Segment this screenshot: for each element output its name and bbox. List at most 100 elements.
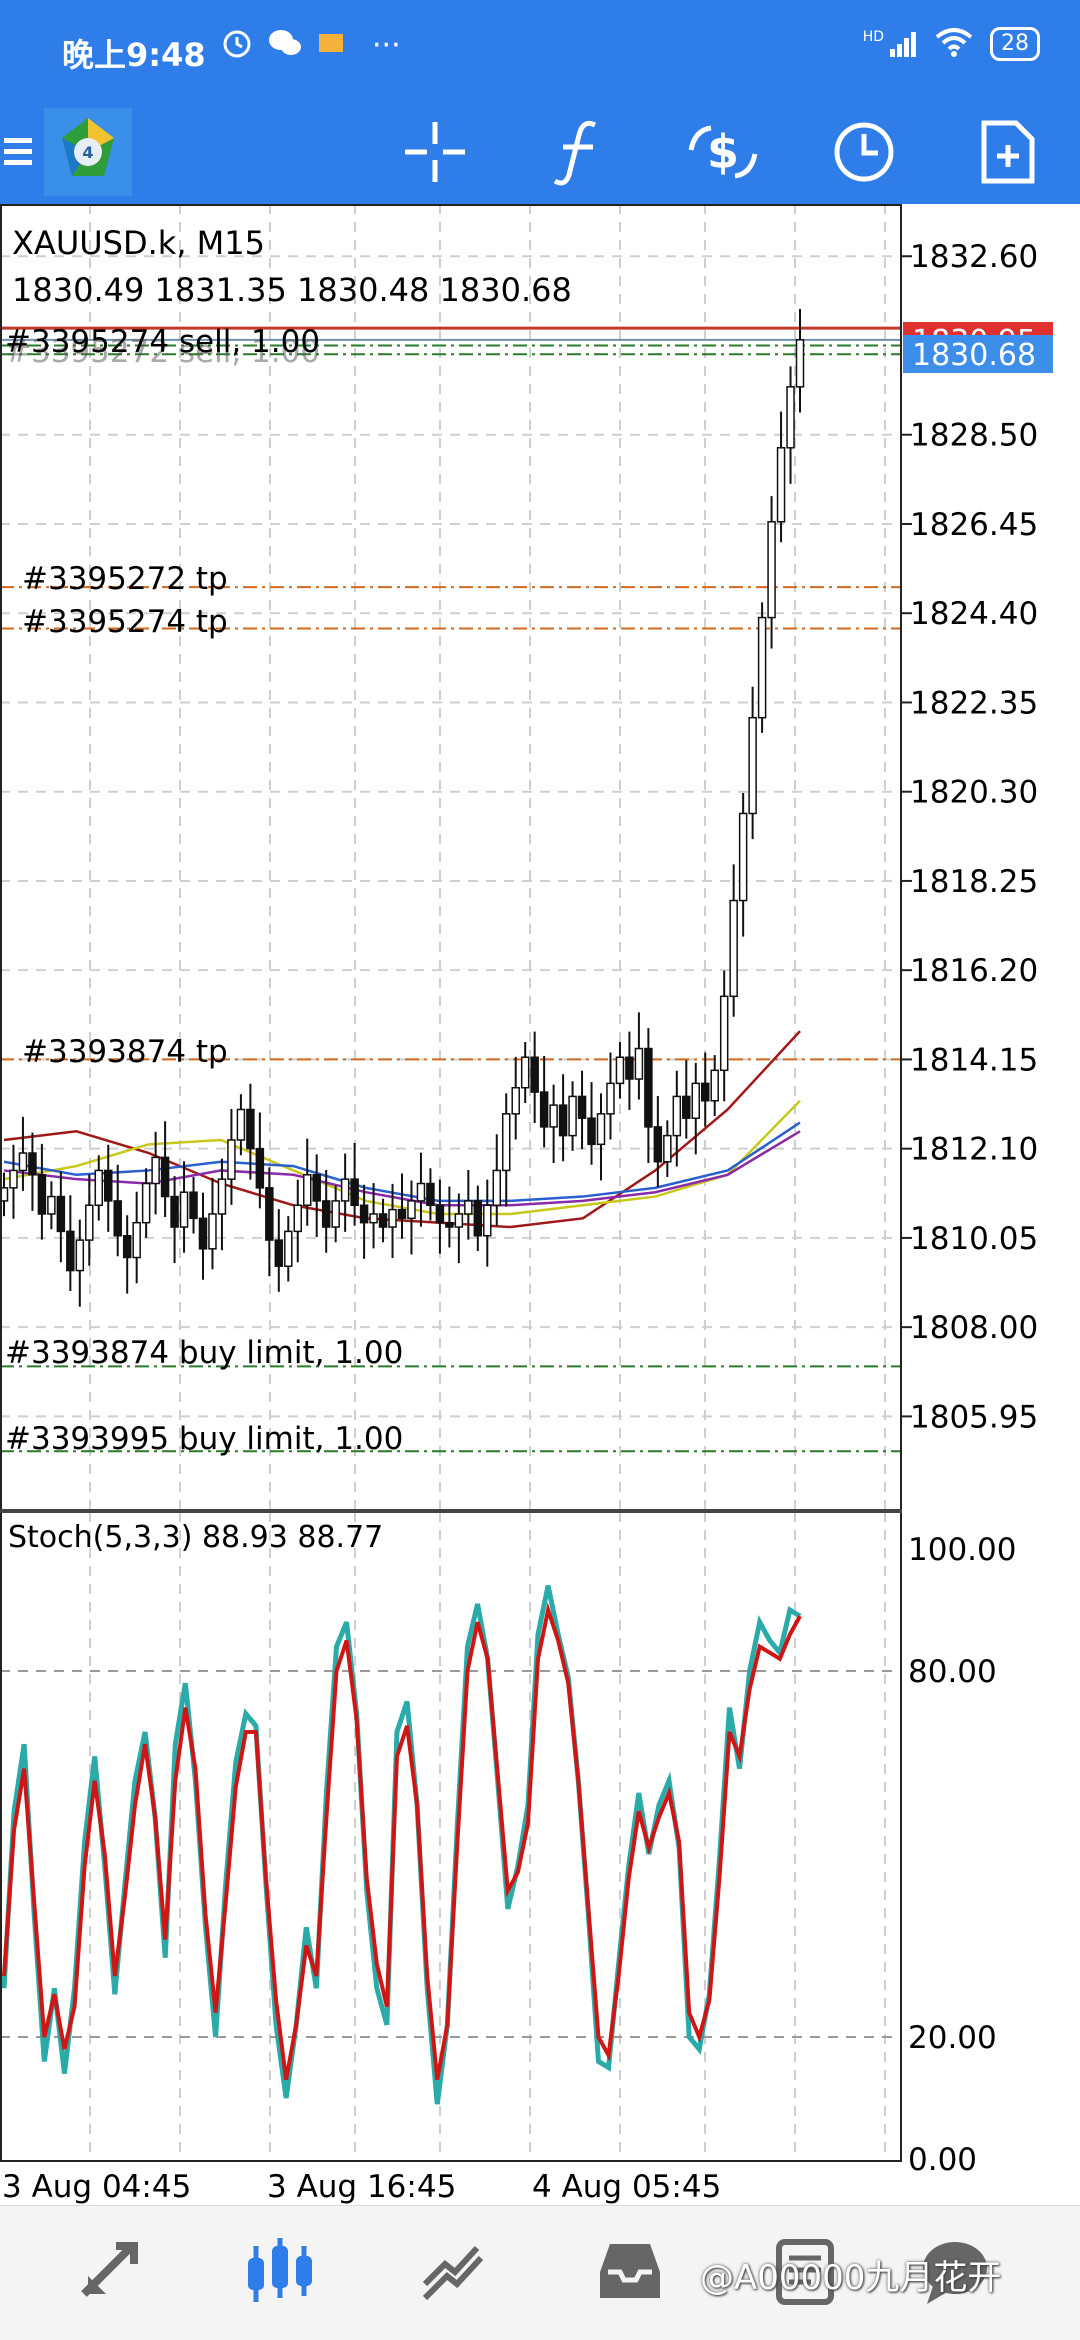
bid-price-tag xyxy=(903,335,1053,373)
candle-body xyxy=(236,1108,246,1141)
stoch-axis-tick-label: 100.00 xyxy=(908,1532,1016,1568)
y-axis-tick-label: 1826.45 xyxy=(910,507,1038,543)
trade-button[interactable]: $ xyxy=(680,100,766,204)
candle-body xyxy=(217,1178,227,1215)
y-axis-tick-label: 1828.50 xyxy=(910,418,1038,454)
candle-body xyxy=(113,1200,122,1237)
candle-body xyxy=(786,386,795,449)
price-chart[interactable]: 1832.60 1828.50 1826.45 1824.40 1822.35 1820.… xyxy=(0,204,1080,2204)
indicators-button[interactable] xyxy=(538,100,618,204)
candle-body xyxy=(208,1213,217,1250)
candle-body xyxy=(312,1174,321,1202)
candle-body xyxy=(369,1213,378,1224)
chart-toolbar: 4 $ xyxy=(0,100,1080,204)
status-notification-icons: ··· xyxy=(220,26,401,64)
crosshair-button[interactable] xyxy=(395,100,475,204)
y-axis-tick-label: 1816.20 xyxy=(910,953,1038,989)
battery-indicator: 28 xyxy=(990,27,1040,61)
candle-body xyxy=(501,1113,511,1172)
candle-body xyxy=(492,1169,502,1207)
candle-body xyxy=(227,1139,236,1180)
candle-body xyxy=(198,1217,208,1250)
bottom-navigation xyxy=(0,2205,1080,2340)
messages-icon xyxy=(923,2242,987,2304)
candle-body xyxy=(729,899,738,998)
stoch-axis-tick-label: 80.00 xyxy=(908,1654,997,1690)
candle-body xyxy=(426,1182,435,1207)
nav-messages[interactable] xyxy=(915,2232,995,2312)
candle-body xyxy=(530,1056,539,1093)
tp-label-3395274: #3395274 tp xyxy=(22,604,228,640)
candle-body xyxy=(151,1156,160,1185)
candle-body xyxy=(625,1056,634,1080)
app-logo[interactable]: 4 xyxy=(44,100,132,204)
nav-quotes[interactable] xyxy=(70,2232,150,2312)
candle-body xyxy=(473,1200,483,1237)
nav-news[interactable] xyxy=(765,2232,845,2312)
menu-button[interactable] xyxy=(0,100,36,204)
menu-icon xyxy=(4,138,32,165)
candle-body xyxy=(606,1082,615,1115)
candle-body xyxy=(663,1134,672,1163)
y-axis-tick-label: 1818.25 xyxy=(910,864,1038,900)
indicator-icon xyxy=(553,120,597,186)
y-axis-tick-label: 1805.95 xyxy=(910,1399,1038,1435)
x-axis-tick-label: 4 Aug 05:45 xyxy=(532,2169,721,2204)
quotes-icon xyxy=(81,2242,138,2297)
candle-body xyxy=(776,447,786,523)
candle-body xyxy=(9,1169,18,1189)
more-notifications-icon: ··· xyxy=(372,27,401,63)
buy-limit-label-3393874: #3393874 buy limit, 1.00 xyxy=(5,1335,403,1371)
status-bar: 晚上9:48 ··· HD 28 xyxy=(0,0,1080,100)
candle-body xyxy=(558,1104,568,1137)
stoch-axis-tick-label: 20.00 xyxy=(908,2020,997,2056)
y-axis-tick-label: 1822.35 xyxy=(910,685,1038,721)
nav-chart[interactable] xyxy=(240,2232,320,2312)
candle-body xyxy=(179,1191,189,1228)
candle-body xyxy=(587,1117,596,1146)
stoch-axis-tick-label: 0.00 xyxy=(908,2142,977,2178)
y-axis-tick-label: 1824.40 xyxy=(910,596,1038,632)
candle-body xyxy=(615,1056,625,1085)
candle-body xyxy=(435,1204,445,1224)
candle-body xyxy=(577,1095,587,1119)
candle-body xyxy=(397,1208,407,1220)
candle-body xyxy=(160,1156,170,1198)
candle-body xyxy=(767,521,776,619)
candle-body xyxy=(170,1195,179,1228)
candle-body xyxy=(378,1213,388,1228)
stochastic-series-line xyxy=(1,1585,802,2105)
nav-trade[interactable] xyxy=(415,2232,495,2312)
y-axis-tick-label: 1832.60 xyxy=(910,239,1038,275)
candle-body xyxy=(539,1091,549,1128)
candle-body xyxy=(122,1234,132,1259)
y-axis-tick-label: 1820.30 xyxy=(910,775,1038,811)
sell-order-label-hidden: #3395272 sell, 1.00 xyxy=(5,334,320,370)
candle-body xyxy=(644,1047,653,1128)
timeframe-button[interactable] xyxy=(824,100,904,204)
nav-history[interactable] xyxy=(590,2232,670,2312)
candle-body xyxy=(75,1239,85,1272)
candle-body xyxy=(710,1069,719,1102)
alarm-icon xyxy=(220,26,254,64)
mail-notification-icon xyxy=(316,28,346,62)
candle-body xyxy=(302,1174,312,1207)
candle-body xyxy=(549,1104,558,1128)
candle-body xyxy=(359,1204,369,1224)
chart-symbol-label: XAUUSD.k, M15 xyxy=(12,224,265,262)
candle-body xyxy=(445,1221,454,1228)
y-axis-tick-label: 1814.15 xyxy=(910,1042,1038,1078)
candle-body xyxy=(255,1147,265,1189)
y-axis-tick-label: 1812.10 xyxy=(910,1132,1038,1168)
candle-body xyxy=(738,812,748,902)
news-icon xyxy=(776,2239,834,2305)
chart-area[interactable]: 1832.60 1828.50 1826.45 1824.40 1822.35 1820.… xyxy=(0,204,1080,2204)
candle-body xyxy=(350,1178,359,1207)
candle-body xyxy=(672,1095,682,1137)
candle-body xyxy=(103,1169,113,1202)
candle-body xyxy=(454,1213,464,1228)
candle-body xyxy=(416,1182,426,1202)
candle-body xyxy=(596,1113,606,1146)
new-order-button[interactable] xyxy=(968,100,1048,204)
signal-icon: HD xyxy=(863,29,918,59)
